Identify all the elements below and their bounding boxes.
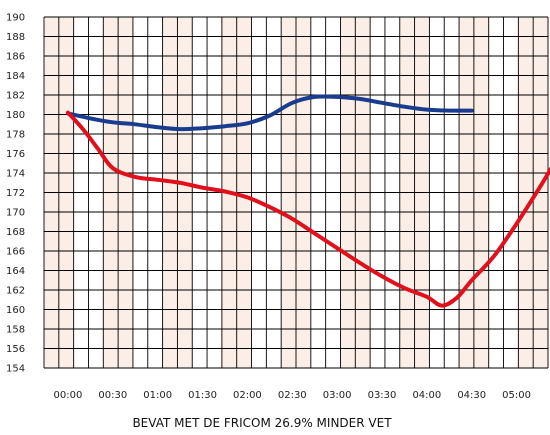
y-tick-label: 154 — [6, 364, 25, 375]
x-axis-label: BEVAT MET DE FRICOM 26.9% MINDER VET — [132, 416, 392, 430]
y-tick-label: 174 — [6, 169, 25, 180]
x-tick-label: 04:00 — [412, 390, 441, 401]
y-tick-label: 180 — [6, 110, 25, 121]
x-tick-label: 05:00 — [502, 390, 531, 401]
y-tick-label: 190 — [6, 13, 25, 24]
series-lines — [65, 94, 550, 308]
red-series-line — [65, 110, 550, 308]
y-axis-ticks: 154 156 158 160 162 164 166 168 170 172 174 176 178 1… — [6, 13, 25, 375]
y-tick-label: 158 — [6, 325, 25, 336]
x-tick-label: 04:30 — [457, 390, 486, 401]
y-tick-label: 182 — [6, 91, 25, 102]
x-axis-ticks: 00:00 00:30 01:00 01:30 02:00 02:30 03:00 03:30… — [54, 390, 531, 401]
y-tick-label: 170 — [6, 208, 25, 219]
grid-lines — [43, 16, 549, 369]
blue-series-line — [65, 94, 474, 132]
y-tick-label: 160 — [6, 305, 25, 316]
x-tick-label: 02:00 — [233, 390, 262, 401]
x-tick-label: 01:00 — [143, 390, 172, 401]
y-tick-label: 162 — [6, 286, 25, 297]
x-tick-label: 03:30 — [368, 390, 397, 401]
y-tick-label: 186 — [6, 52, 25, 63]
y-tick-label: 188 — [6, 32, 25, 43]
y-tick-label: 184 — [6, 71, 25, 82]
y-tick-label: 172 — [6, 188, 25, 199]
x-tick-label: 01:30 — [188, 390, 217, 401]
y-tick-label: 168 — [6, 227, 25, 238]
y-tick-label: 156 — [6, 344, 25, 355]
y-tick-label: 166 — [6, 247, 25, 258]
x-tick-label: 03:00 — [323, 390, 352, 401]
x-tick-label: 00:30 — [98, 390, 127, 401]
x-tick-label: 00:00 — [54, 390, 83, 401]
y-tick-label: 164 — [6, 266, 25, 277]
y-tick-label: 176 — [6, 149, 25, 160]
y-tick-label: 178 — [6, 130, 25, 141]
x-tick-label: 02:30 — [278, 390, 307, 401]
